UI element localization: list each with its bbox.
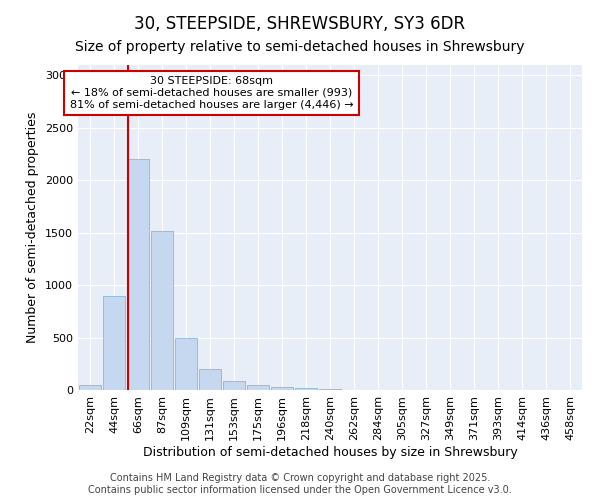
Bar — [127, 160, 149, 390]
Bar — [247, 385, 269, 390]
Bar — [271, 387, 293, 390]
Bar — [151, 230, 173, 390]
Bar — [223, 380, 245, 390]
Bar — [175, 338, 197, 390]
Text: 30, STEEPSIDE, SHREWSBURY, SY3 6DR: 30, STEEPSIDE, SHREWSBURY, SY3 6DR — [134, 15, 466, 33]
Bar — [79, 385, 101, 390]
Y-axis label: Number of semi-detached properties: Number of semi-detached properties — [26, 112, 40, 343]
Text: Contains HM Land Registry data © Crown copyright and database right 2025.
Contai: Contains HM Land Registry data © Crown c… — [88, 474, 512, 495]
Text: 30 STEEPSIDE: 68sqm
← 18% of semi-detached houses are smaller (993)
81% of semi-: 30 STEEPSIDE: 68sqm ← 18% of semi-detach… — [70, 76, 353, 110]
X-axis label: Distribution of semi-detached houses by size in Shrewsbury: Distribution of semi-detached houses by … — [143, 446, 517, 458]
Bar — [103, 296, 125, 390]
Text: Size of property relative to semi-detached houses in Shrewsbury: Size of property relative to semi-detach… — [75, 40, 525, 54]
Bar — [295, 388, 317, 390]
Bar — [199, 369, 221, 390]
